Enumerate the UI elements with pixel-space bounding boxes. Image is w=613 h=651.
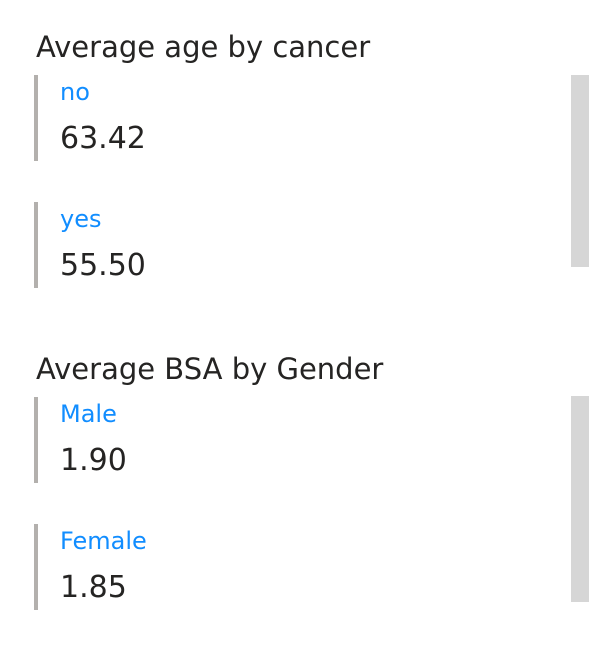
kpi-label: Male <box>60 400 117 428</box>
card-title: Average age by cancer <box>36 30 371 64</box>
kpi-row[interactable]: no 63.42 <box>34 75 338 161</box>
kpi-row[interactable]: Male 1.90 <box>34 397 338 483</box>
vertical-scrollbar[interactable] <box>571 396 589 602</box>
kpi-label: Female <box>60 527 147 555</box>
kpi-value: 63.42 <box>60 121 146 156</box>
kpi-row[interactable]: Female 1.85 <box>34 524 338 610</box>
vertical-scrollbar[interactable] <box>571 75 589 267</box>
multi-row-card-bsa: Average BSA by Gender Male 1.90 Female 1… <box>0 352 613 612</box>
card-title: Average BSA by Gender <box>36 352 384 386</box>
multi-row-card-age: Average age by cancer no 63.42 yes 55.50 <box>0 30 613 290</box>
kpi-value: 55.50 <box>60 248 146 283</box>
kpi-row[interactable]: yes 55.50 <box>34 202 338 288</box>
kpi-value: 1.90 <box>60 443 127 478</box>
kpi-label: yes <box>60 205 102 233</box>
kpi-label: no <box>60 78 90 106</box>
kpi-value: 1.85 <box>60 570 127 605</box>
